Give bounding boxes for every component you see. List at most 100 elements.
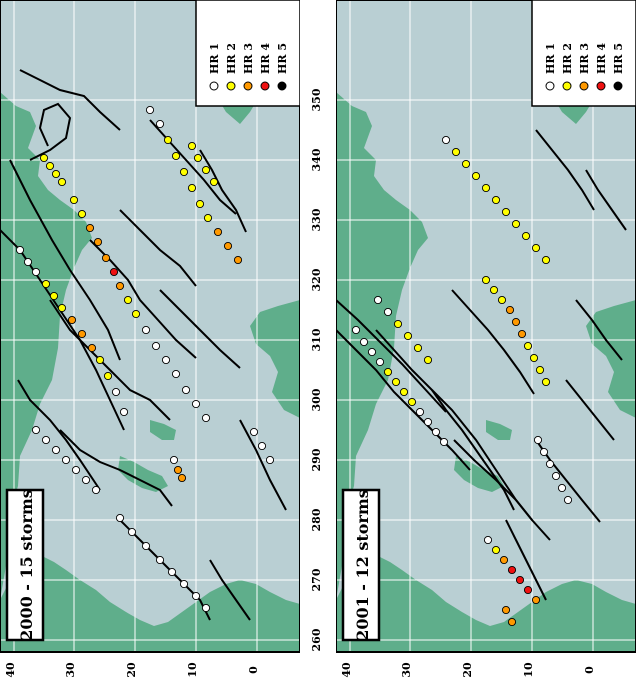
storm-point-hr1 <box>557 483 567 493</box>
storm-point-hr2 <box>529 353 539 363</box>
storm-point-hr1 <box>351 325 361 335</box>
storm-point-hr1 <box>181 385 191 395</box>
storm-point-hr2 <box>49 291 59 301</box>
storm-point-hr2 <box>51 169 61 179</box>
storm-track <box>159 289 241 369</box>
storm-track <box>575 299 623 361</box>
storm-point-hr1 <box>415 407 425 417</box>
white-dot <box>545 81 555 91</box>
storm-point-hr1 <box>15 245 25 255</box>
legend-label: HR 3 <box>578 43 591 74</box>
storm-point-hr2 <box>179 167 189 177</box>
storm-point-hr1 <box>201 413 211 423</box>
storm-track <box>29 102 72 161</box>
storm-point-hr1 <box>81 475 91 485</box>
storm-point-hr2 <box>383 367 393 377</box>
storm-track <box>535 129 595 211</box>
lon-axis-2000: 260 270 280 290 300 310 320 330 340 350 <box>310 88 323 651</box>
storm-point-hr1 <box>551 471 561 481</box>
storm-point-hr1 <box>359 337 369 347</box>
storm-points <box>351 135 573 627</box>
legend-label: HR 5 <box>276 43 289 74</box>
storm-point-hr1 <box>439 437 449 447</box>
storm-point-hr2 <box>521 231 531 241</box>
storm-point-hr3 <box>115 281 125 291</box>
storm-point-hr1 <box>141 541 151 551</box>
storm-point-hr2 <box>103 371 113 381</box>
map-frame <box>0 0 300 653</box>
map-frame <box>336 0 636 653</box>
storm-point-hr1 <box>161 355 171 365</box>
storm-point-hr1 <box>533 435 543 445</box>
storm-point-hr3 <box>85 223 95 233</box>
lat-tick-0: 0 <box>247 666 260 674</box>
storm-point-hr2 <box>391 377 401 387</box>
storm-track <box>209 559 251 621</box>
orange-dot <box>243 81 253 91</box>
storm-track <box>59 429 173 507</box>
storm-point-hr2 <box>131 309 141 319</box>
storm-point-hr2 <box>77 209 87 219</box>
storm-point-hr2 <box>531 243 541 253</box>
storm-point-hr2 <box>501 207 511 217</box>
storm-point-hr1 <box>119 407 129 417</box>
storm-track <box>119 209 197 287</box>
legend-label: HR 1 <box>544 43 557 74</box>
white-dot <box>209 81 219 91</box>
storm-track <box>149 119 237 215</box>
storm-point-hr1 <box>563 495 573 505</box>
lat-tick-10: 10 <box>186 662 199 678</box>
map-panel-2000: 2000 - 15 storms HR 1 HR 2 HR 3 HR 4 HR 5 40… <box>0 0 323 685</box>
storm-point-hr4 <box>515 575 525 585</box>
storm-point-hr1 <box>151 341 161 351</box>
storm-point-hr1 <box>145 105 155 115</box>
storm-point-hr2 <box>45 161 55 171</box>
lon-tick-310: 310 <box>310 328 323 351</box>
map-svg-2000: 2000 - 15 storms HR 1 HR 2 HR 3 HR 4 HR 5 40… <box>0 0 300 678</box>
storm-point-hr1 <box>373 295 383 305</box>
storm-point-hr4 <box>523 585 533 595</box>
lon-tick-260: 260 <box>310 628 323 651</box>
storm-point-hr1 <box>51 445 61 455</box>
storm-track <box>49 299 171 421</box>
legend-label: HR 2 <box>561 43 574 74</box>
storm-point-hr1 <box>431 427 441 437</box>
storm-point-hr3 <box>177 473 187 483</box>
storm-point-hr2 <box>451 147 461 157</box>
storm-point-hr2 <box>407 397 417 407</box>
storm-point-hr3 <box>499 555 509 565</box>
legend-box: HR 1 HR 2 HR 3 HR 4 HR 5 <box>531 0 636 107</box>
storm-point-hr2 <box>399 387 409 397</box>
lon-tick-350: 350 <box>310 88 323 111</box>
storm-point-hr1 <box>31 267 41 277</box>
storm-point-hr1 <box>249 427 259 437</box>
storm-point-hr2 <box>535 365 545 375</box>
storm-point-hr1 <box>155 555 165 565</box>
yellow-dot <box>226 81 236 91</box>
storm-point-hr2 <box>541 377 551 387</box>
storm-point-hr3 <box>87 343 97 353</box>
lon-tick-330: 330 <box>310 208 323 231</box>
landmass <box>336 555 636 652</box>
storm-point-hr1 <box>111 387 121 397</box>
latitude-axis: 40 30 20 10 0 <box>340 662 596 678</box>
storm-point-hr3 <box>101 253 111 263</box>
storm-track <box>585 169 627 231</box>
storm-point-hr1 <box>265 455 275 465</box>
storm-point-hr3 <box>531 595 541 605</box>
storm-point-hr2 <box>423 355 433 365</box>
legend-label: HR 1 <box>208 43 221 74</box>
storm-point-hr1 <box>171 369 181 379</box>
storm-point-hr3 <box>77 329 87 339</box>
storm-point-hr1 <box>191 591 201 601</box>
storm-point-hr3 <box>517 329 527 339</box>
storm-point-hr2 <box>489 285 499 295</box>
panel-title-box: 2000 - 15 storms <box>5 488 45 642</box>
storm-point-hr2 <box>201 165 211 175</box>
storm-points <box>15 105 275 613</box>
storm-point-hr3 <box>507 617 517 627</box>
storm-point-hr2 <box>57 303 67 313</box>
storm-point-hr2 <box>491 545 501 555</box>
storm-point-hr1 <box>383 307 393 317</box>
storm-point-hr2 <box>461 159 471 169</box>
